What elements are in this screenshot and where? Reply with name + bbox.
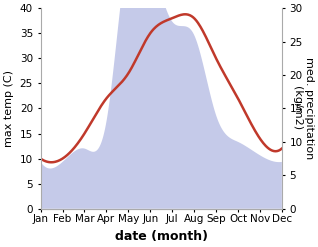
X-axis label: date (month): date (month) (115, 230, 208, 243)
Y-axis label: med. precipitation
(kg/m2): med. precipitation (kg/m2) (292, 57, 314, 160)
Y-axis label: max temp (C): max temp (C) (4, 70, 14, 147)
